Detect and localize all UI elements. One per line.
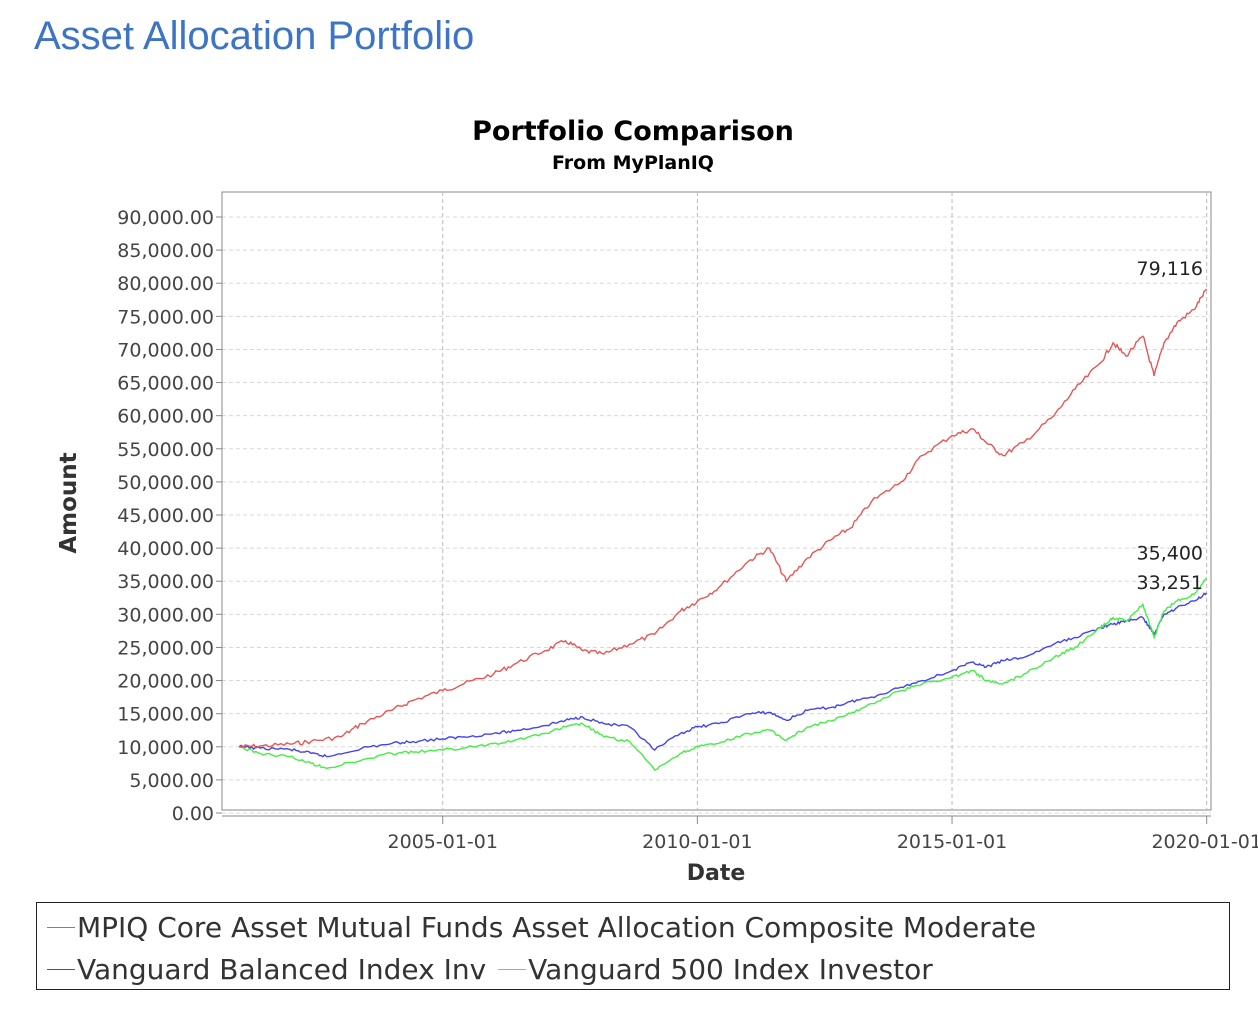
x-tick-label: 2015-01-01	[897, 831, 1007, 853]
legend-row-2: Vanguard Balanced Index Inv Vanguard 500…	[47, 951, 945, 987]
y-tick-label: 5,000.00	[129, 770, 214, 792]
chart-legend: MPIQ Core Asset Mutual Funds Asset Alloc…	[36, 902, 1230, 990]
y-tick-label: 10,000.00	[117, 737, 214, 759]
y-tick-label: 75,000.00	[117, 306, 214, 328]
legend-label-mpiq: MPIQ Core Asset Mutual Funds Asset Alloc…	[77, 910, 1037, 944]
legend-swatch-sp500	[498, 968, 527, 970]
y-tick-label: 65,000.00	[117, 373, 214, 395]
y-tick-label: 30,000.00	[117, 604, 214, 626]
y-tick-label: 85,000.00	[117, 240, 214, 262]
y-tick-label: 45,000.00	[117, 505, 214, 527]
x-axis-label: Date	[687, 861, 746, 886]
chart-title: Portfolio Comparison	[472, 116, 794, 147]
legend-swatch-balanced	[47, 968, 75, 970]
series-line-vanguard-500	[238, 577, 1207, 771]
y-tick-label: 70,000.00	[117, 339, 214, 361]
legend-item-sp500: Vanguard 500 Index Investor	[498, 953, 933, 986]
legend-row-1: MPIQ Core Asset Mutual Funds Asset Alloc…	[47, 909, 1048, 945]
legend-label-balanced: Vanguard Balanced Index Inv	[77, 952, 487, 986]
x-tick-label: 2010-01-01	[642, 831, 752, 853]
y-tick-label: 35,000.00	[117, 571, 214, 593]
y-tick-label: 0.00	[172, 803, 214, 825]
legend-item-mpiq: MPIQ Core Asset Mutual Funds Asset Alloc…	[47, 911, 1036, 944]
y-axis-label: Amount	[56, 452, 82, 553]
series-line-mpiq-composite	[238, 288, 1208, 749]
end-value-label: 35,400	[1137, 543, 1203, 565]
end-value-labels: 79,116 35,400 33,251	[1137, 258, 1203, 594]
axes: 0.00 5,000.00 10,000.00 15,000.00 20,000.00 2…	[117, 192, 1258, 853]
end-value-label: 79,116	[1137, 258, 1203, 280]
legend-label-sp500: Vanguard 500 Index Investor	[528, 952, 933, 986]
plot-area	[221, 191, 1212, 811]
legend-swatch-mpiq	[47, 926, 75, 928]
y-tick-label: 60,000.00	[117, 406, 214, 428]
chart-subtitle: From MyPlanIQ	[552, 152, 714, 174]
gridlines	[222, 192, 1211, 814]
x-tick-label: 2020-01-01	[1151, 831, 1258, 853]
y-tick-label: 40,000.00	[117, 538, 214, 560]
end-value-label: 33,251	[1137, 572, 1203, 594]
page-title: Asset Allocation Portfolio	[34, 14, 475, 58]
y-tick-label: 55,000.00	[117, 439, 214, 461]
series-lines	[238, 288, 1208, 771]
legend-item-balanced: Vanguard Balanced Index Inv	[47, 953, 486, 986]
y-tick-label: 90,000.00	[117, 207, 214, 229]
line-chart: Portfolio Comparison From MyPlanIQ 0.00 5…	[56, 116, 1258, 886]
y-tick-label: 25,000.00	[117, 637, 214, 659]
y-tick-label: 15,000.00	[117, 704, 214, 726]
series-line-vanguard-balanced	[238, 592, 1208, 758]
x-tick-label: 2005-01-01	[388, 831, 498, 853]
y-tick-label: 50,000.00	[117, 472, 214, 494]
y-tick-label: 20,000.00	[117, 671, 214, 693]
y-tick-label: 80,000.00	[117, 273, 214, 295]
